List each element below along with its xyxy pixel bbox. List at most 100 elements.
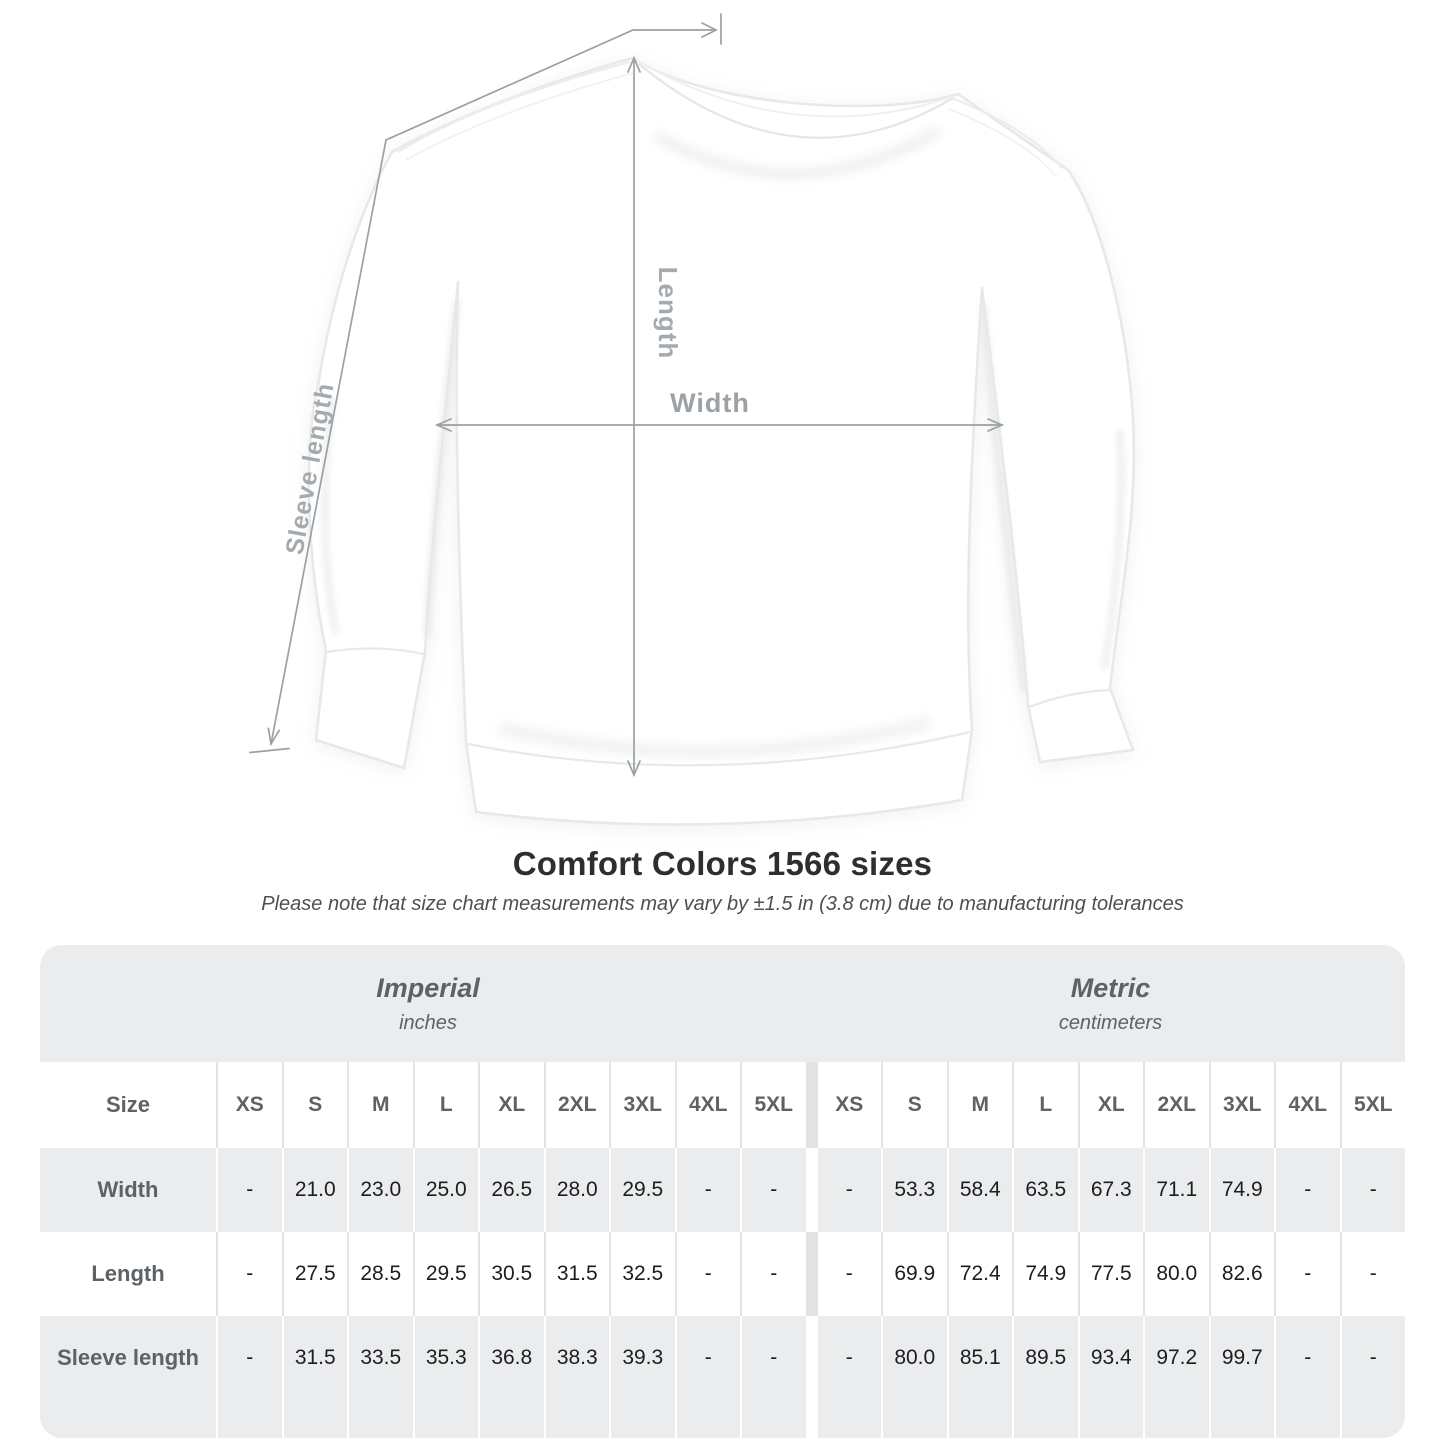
size-col-imperial: 4XL: [676, 1062, 740, 1148]
imperial-unit: inches: [399, 1011, 457, 1034]
table-cell: 69.9: [883, 1232, 947, 1316]
table-cell: 99.7: [1210, 1316, 1274, 1438]
table-cell: 82.6: [1210, 1232, 1274, 1316]
table-cell: 36.8: [480, 1316, 544, 1438]
size-chart-table: Imperial inches Metric centimeters Size …: [40, 945, 1405, 1438]
sweatshirt-illustration: [307, 56, 1136, 826]
table-cell: -: [1341, 1148, 1405, 1232]
table-cell: -: [742, 1148, 806, 1232]
width-row: Width - 21.0 23.0 25.0 26.5 28.0 29.5 - …: [40, 1148, 1405, 1232]
size-col-imperial: XL: [480, 1062, 544, 1148]
table-cell: -: [742, 1232, 806, 1316]
size-col-imperial: XS: [218, 1062, 282, 1148]
table-cell: -: [676, 1148, 740, 1232]
table-cell: -: [218, 1148, 282, 1232]
imperial-title: Imperial: [376, 972, 480, 1003]
table-cell: 89.5: [1014, 1316, 1078, 1438]
size-col-imperial: 3XL: [611, 1062, 675, 1148]
unit-header-row: Imperial inches Metric centimeters: [40, 945, 1405, 1062]
size-col-metric: S: [883, 1062, 947, 1148]
size-col-imperial: 2XL: [545, 1062, 609, 1148]
metric-unit: centimeters: [1058, 1011, 1163, 1034]
size-col-metric: 2XL: [1145, 1062, 1209, 1148]
table-cell: 85.1: [948, 1316, 1012, 1438]
length-label: Length: [653, 267, 683, 360]
table-cell: 29.5: [414, 1232, 478, 1316]
size-col-metric: L: [1014, 1062, 1078, 1148]
table-cell: -: [218, 1316, 282, 1438]
table-cell: 28.5: [349, 1232, 413, 1316]
size-col-metric: M: [948, 1062, 1012, 1148]
table-cell: 27.5: [283, 1232, 347, 1316]
imperial-header: Imperial inches: [40, 945, 816, 1062]
table-cell: -: [676, 1316, 740, 1438]
table-cell: 26.5: [480, 1148, 544, 1232]
width-arrow: [434, 418, 1005, 432]
metric-title: Metric: [1070, 972, 1151, 1003]
table-cell: -: [742, 1316, 806, 1438]
page-title: Comfort Colors 1566 sizes: [512, 845, 933, 882]
sleeve-length-arrow: [249, 13, 722, 754]
unit-divider: [807, 1062, 816, 1148]
row-label: Sleeve length: [40, 1316, 216, 1438]
size-col-imperial: L: [414, 1062, 478, 1148]
table-cell: -: [676, 1232, 740, 1316]
length-arrow: [627, 55, 641, 778]
table-cell: 23.0: [349, 1148, 413, 1232]
table-cell: -: [218, 1232, 282, 1316]
unit-divider: [807, 1232, 816, 1316]
table-cell: 28.0: [545, 1148, 609, 1232]
table-cell: -: [1341, 1232, 1405, 1316]
size-col-metric: XS: [817, 1062, 881, 1148]
table-cell: -: [817, 1316, 881, 1438]
row-label: Length: [40, 1232, 216, 1316]
size-row-label: Size: [40, 1062, 216, 1148]
table-cell: 31.5: [283, 1316, 347, 1438]
table-cell: 97.2: [1145, 1316, 1209, 1438]
table-cell: 39.3: [611, 1316, 675, 1438]
table-cell: 21.0: [283, 1148, 347, 1232]
size-col-metric: 5XL: [1341, 1062, 1405, 1148]
table-cell: 80.0: [1145, 1232, 1209, 1316]
size-col-metric: 3XL: [1210, 1062, 1274, 1148]
size-col-metric: 4XL: [1276, 1062, 1340, 1148]
sleeve-length-row: Sleeve length - 31.5 33.5 35.3 36.8 38.3…: [40, 1316, 1405, 1438]
table-cell: 74.9: [1210, 1148, 1274, 1232]
table-cell: 30.5: [480, 1232, 544, 1316]
table-cell: 25.0: [414, 1148, 478, 1232]
table-cell: 29.5: [611, 1148, 675, 1232]
table-cell: -: [817, 1148, 881, 1232]
metric-header: Metric centimeters: [816, 945, 1405, 1062]
length-row: Length - 27.5 28.5 29.5 30.5 31.5 32.5 -…: [40, 1232, 1405, 1316]
width-label: Width: [670, 388, 750, 418]
table-cell: 71.1: [1145, 1148, 1209, 1232]
sweatshirt-measurement-diagram: Length Width Sleeve length: [249, 13, 1136, 826]
table-cell: 53.3: [883, 1148, 947, 1232]
measurement-annotations: [249, 13, 1005, 778]
size-col-imperial: M: [349, 1062, 413, 1148]
table-cell: 31.5: [545, 1232, 609, 1316]
size-header-row: Size XS S M L XL 2XL 3XL 4XL 5XL XS S M …: [40, 1062, 1405, 1148]
table-cell: 93.4: [1079, 1316, 1143, 1438]
table-cell: -: [1276, 1148, 1340, 1232]
table-cell: 72.4: [948, 1232, 1012, 1316]
table-cell: 58.4: [948, 1148, 1012, 1232]
table-cell: 32.5: [611, 1232, 675, 1316]
size-col-imperial: S: [283, 1062, 347, 1148]
table-cell: -: [1341, 1316, 1405, 1438]
table-cell: -: [1276, 1232, 1340, 1316]
table-cell: 38.3: [545, 1316, 609, 1438]
table-cell: 67.3: [1079, 1148, 1143, 1232]
row-label: Width: [40, 1148, 216, 1232]
table-cell: -: [817, 1232, 881, 1316]
unit-divider: [807, 1148, 816, 1232]
tolerance-note: Please note that size chart measurements…: [261, 893, 1184, 915]
table-cell: 63.5: [1014, 1148, 1078, 1232]
table-cell: 35.3: [414, 1316, 478, 1438]
size-col-imperial: 5XL: [742, 1062, 806, 1148]
size-col-metric: XL: [1079, 1062, 1143, 1148]
table-cell: 33.5: [349, 1316, 413, 1438]
table-cell: 80.0: [883, 1316, 947, 1438]
table-cell: 74.9: [1014, 1232, 1078, 1316]
